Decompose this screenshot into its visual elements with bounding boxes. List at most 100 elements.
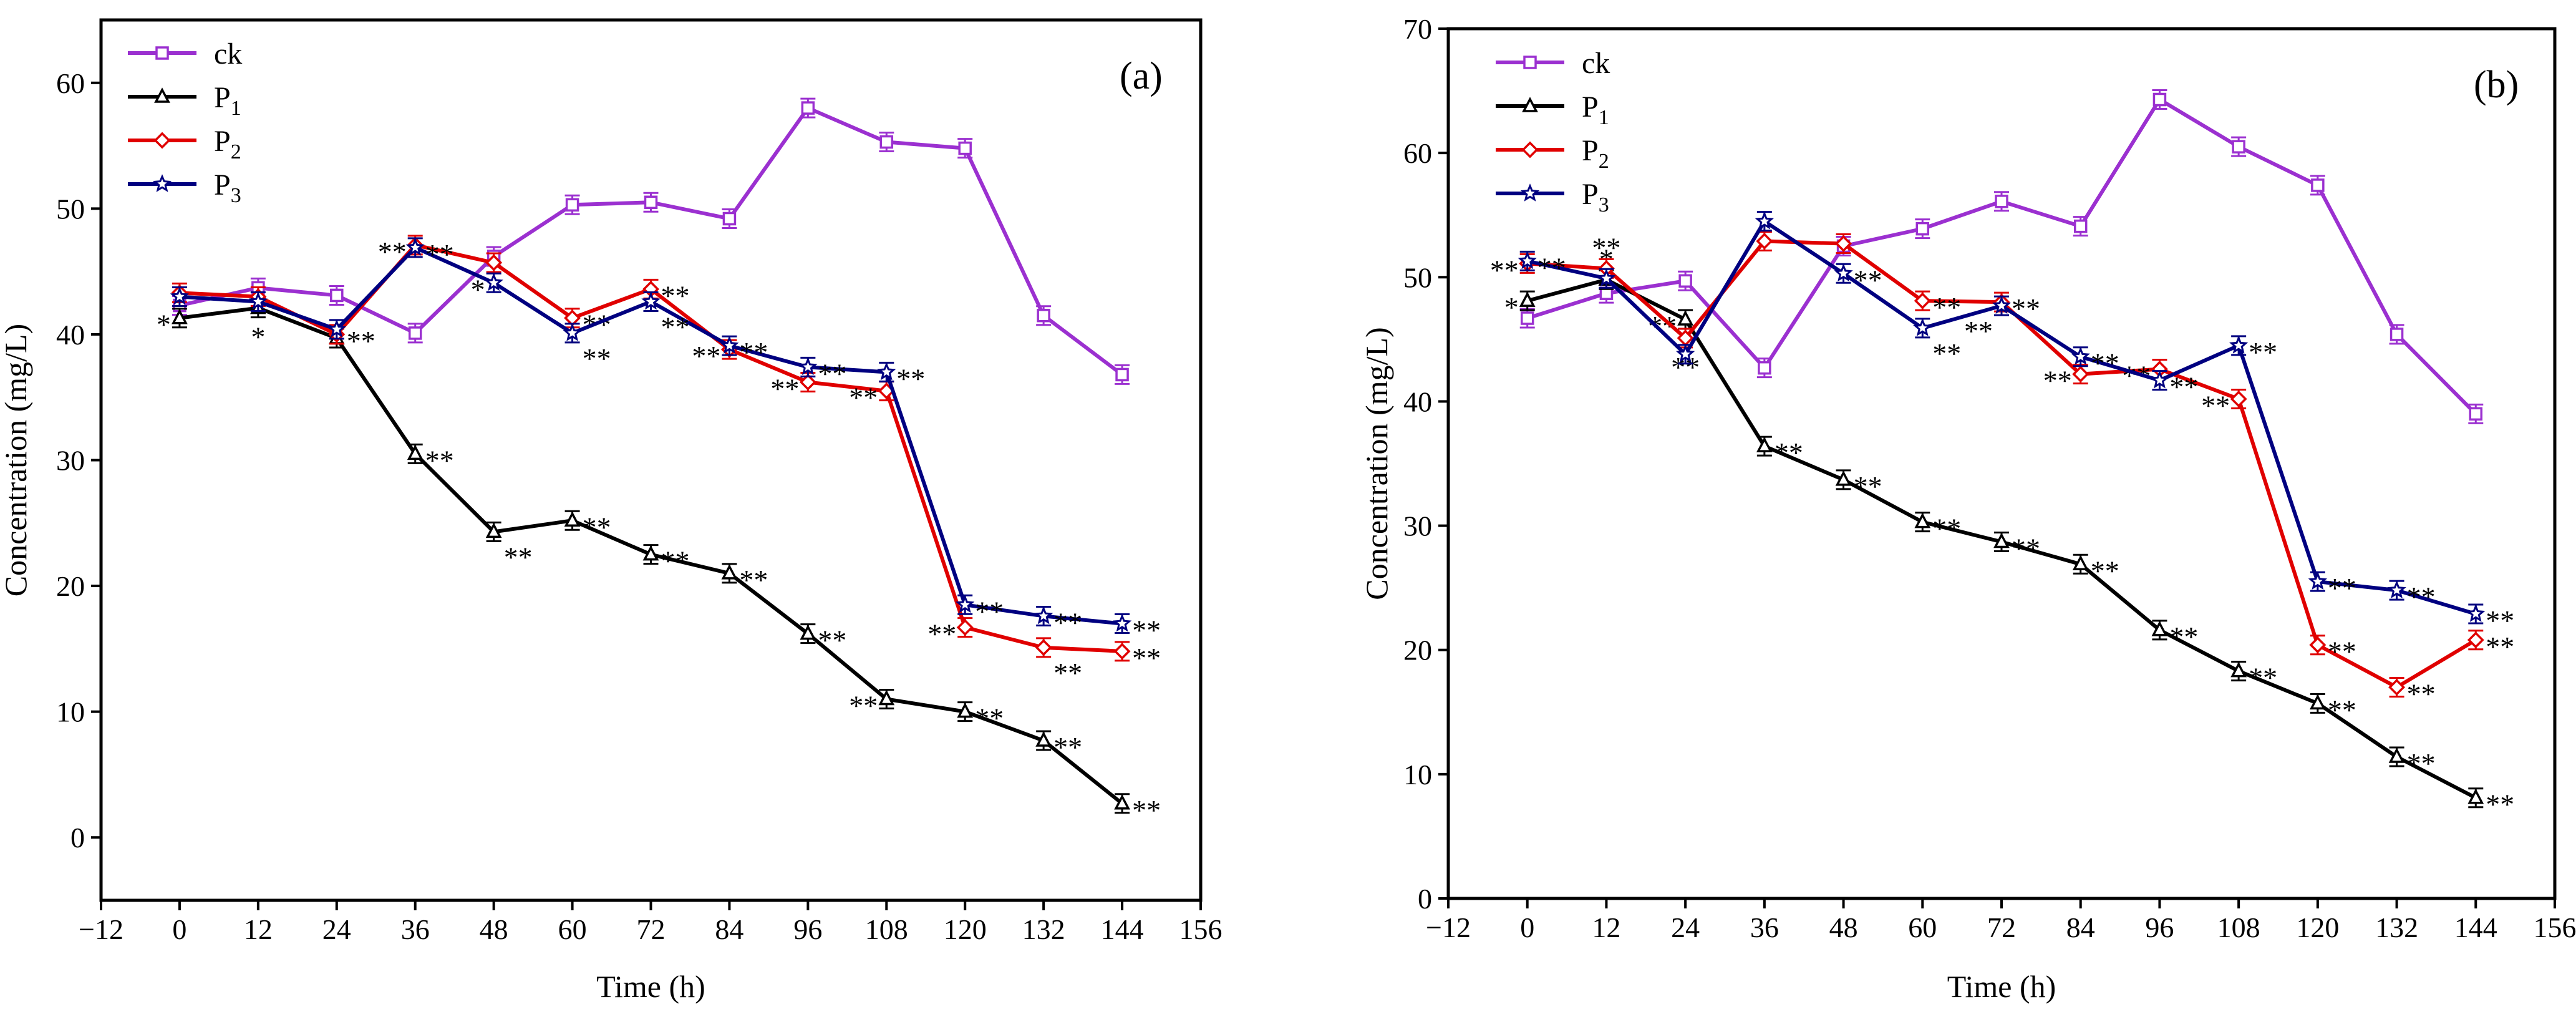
data-point — [1597, 268, 1616, 287]
legend-label: ck — [1582, 47, 1610, 80]
series-line — [179, 106, 1123, 376]
significance-label: * — [251, 321, 265, 353]
x-tick-label: −12 — [1426, 912, 1471, 943]
legend-item-p2: P2 — [1496, 134, 1609, 173]
data-point — [407, 444, 424, 460]
data-point — [2469, 407, 2483, 421]
data-point — [1113, 613, 1132, 632]
series-ck — [1519, 89, 2484, 424]
significance-label: ** — [2486, 789, 2514, 820]
x-tick-label: 48 — [1829, 912, 1858, 943]
significance-label: ** — [1932, 338, 1961, 369]
significance-label: ** — [2012, 532, 2040, 564]
significance-label: ** — [583, 343, 611, 374]
significance-label: ** — [1053, 731, 1082, 763]
x-tick-label: 12 — [1592, 912, 1620, 943]
plot-frame — [99, 18, 1203, 902]
significance-label: ** — [692, 340, 720, 372]
significance-label: ** — [1132, 615, 1161, 646]
data-point — [956, 595, 975, 613]
significance-label: ** — [770, 373, 799, 405]
significance-label: ** — [1132, 794, 1161, 826]
x-tick-label: 132 — [2375, 912, 2418, 943]
data-point — [1675, 344, 1695, 362]
data-point — [152, 174, 172, 192]
data-point — [248, 291, 268, 310]
x-tick-label: 24 — [1671, 912, 1700, 943]
significance-label: ** — [1592, 231, 1620, 263]
data-point — [1755, 211, 1775, 230]
data-point — [799, 374, 816, 391]
y-tick-label: 30 — [1403, 510, 1432, 542]
y-axis-label: Concentration (mg/L) — [0, 324, 33, 596]
significance-label: ** — [2169, 621, 2198, 653]
data-point — [1519, 291, 1536, 307]
legend-item-ck: ck — [1496, 47, 1610, 80]
data-point — [2467, 631, 2484, 649]
x-tick-label: 12 — [244, 913, 273, 945]
data-point — [327, 319, 346, 338]
significance-label: ** — [425, 238, 454, 270]
significance-label: ** — [425, 444, 454, 476]
significance-label: ** — [2486, 605, 2514, 636]
data-point — [2230, 390, 2247, 407]
significance-label: ** — [2249, 336, 2277, 368]
legend-label: P1 — [1582, 90, 1609, 129]
x-axis-label: Time (h) — [596, 969, 705, 1004]
data-point — [1037, 308, 1050, 323]
significance-label: ** — [975, 703, 1004, 734]
y-tick-label: 0 — [70, 822, 85, 854]
significance-label: ** — [2407, 747, 2436, 779]
data-point — [2390, 328, 2404, 341]
data-point — [2308, 572, 2327, 590]
legend-label: P1 — [214, 81, 241, 120]
significance-label: ** — [2043, 365, 2072, 397]
data-point — [644, 195, 658, 210]
data-point — [484, 273, 503, 291]
data-point — [485, 254, 503, 271]
significance-label: ** — [1053, 657, 1082, 689]
data-point — [879, 135, 894, 149]
panel-label: (a) — [1120, 55, 1163, 97]
data-point — [1756, 437, 1773, 452]
significance-label: ** — [583, 511, 611, 543]
y-tick-label: 40 — [1403, 386, 1432, 417]
x-tick-label: 120 — [944, 913, 987, 945]
significance-label: ** — [504, 541, 533, 573]
legend-label: P2 — [1582, 134, 1609, 173]
significance-label: ** — [1537, 251, 1566, 283]
data-point — [2071, 346, 2090, 365]
significance-label: ** — [2328, 572, 2356, 604]
legend-item-p3: P3 — [128, 168, 241, 207]
data-point — [800, 624, 816, 640]
legend: ck P1 P2 P3 — [128, 37, 242, 207]
significance-label: ** — [2249, 662, 2277, 694]
data-point — [720, 336, 739, 354]
legend: ck P1 P2 P3 — [1496, 47, 1610, 217]
series-line — [1527, 219, 2477, 616]
data-point — [1913, 318, 1932, 336]
x-tick-label: 84 — [2066, 912, 2095, 943]
data-point — [1835, 235, 1852, 252]
significance-label: ** — [347, 325, 375, 357]
x-tick-label: 108 — [2217, 912, 2260, 943]
significance-label: ** — [661, 280, 690, 311]
significance-label: ** — [1490, 254, 1519, 286]
data-point — [1914, 512, 1931, 528]
y-axis-label: Concentration (mg/L) — [1359, 327, 1394, 600]
data-point — [2072, 366, 2089, 383]
data-point — [155, 46, 169, 60]
y-tick-label: 50 — [1403, 261, 1432, 293]
x-tick-label: 156 — [2534, 912, 2576, 943]
data-point — [958, 141, 972, 155]
y-tick-label: 10 — [1403, 759, 1432, 791]
series-p3: *********** **** ** ** — [170, 237, 1161, 646]
legend-label: P3 — [214, 168, 241, 207]
y-tick-label: 60 — [56, 67, 85, 99]
data-point — [1992, 296, 2012, 314]
data-point — [1677, 310, 1694, 326]
data-point — [1835, 470, 1852, 486]
significance-label: ** — [849, 689, 878, 721]
data-point — [1834, 263, 1853, 282]
series-p1: * * ** ** ** ** ** ** ** ** ** ** — [157, 298, 1161, 826]
